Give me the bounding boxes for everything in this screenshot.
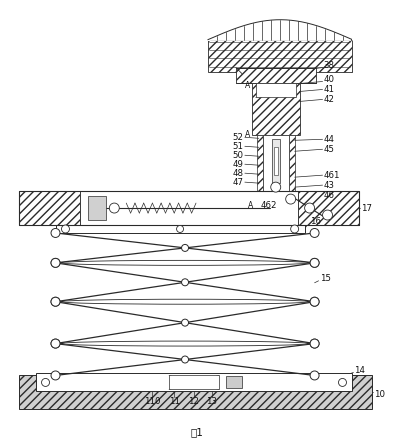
Bar bbox=[252, 84, 300, 135]
Text: 50: 50 bbox=[233, 151, 244, 160]
Text: 11: 11 bbox=[169, 397, 180, 406]
Text: 46: 46 bbox=[324, 190, 335, 200]
Bar bbox=[257, 135, 263, 197]
Circle shape bbox=[51, 339, 60, 348]
Circle shape bbox=[51, 228, 60, 238]
Ellipse shape bbox=[60, 260, 310, 265]
Bar bbox=[298, 191, 359, 225]
Text: 42: 42 bbox=[324, 95, 335, 104]
Text: 462: 462 bbox=[261, 201, 277, 210]
Circle shape bbox=[182, 244, 188, 251]
Bar bbox=[272, 139, 280, 183]
Ellipse shape bbox=[60, 299, 310, 304]
Text: 52: 52 bbox=[233, 133, 244, 142]
Circle shape bbox=[41, 378, 49, 386]
Circle shape bbox=[291, 225, 299, 233]
Text: 13: 13 bbox=[207, 397, 218, 406]
Bar bbox=[263, 135, 289, 197]
Text: 38: 38 bbox=[324, 61, 335, 70]
Circle shape bbox=[51, 259, 60, 267]
Text: A: A bbox=[248, 201, 253, 210]
Bar bbox=[274, 147, 278, 175]
Circle shape bbox=[62, 225, 70, 233]
Bar bbox=[56, 225, 305, 233]
Text: 15: 15 bbox=[320, 274, 331, 283]
Bar bbox=[236, 68, 316, 84]
Circle shape bbox=[286, 194, 295, 204]
Circle shape bbox=[310, 297, 319, 306]
Circle shape bbox=[182, 356, 188, 363]
Text: 17: 17 bbox=[361, 203, 372, 213]
Circle shape bbox=[51, 297, 60, 306]
Circle shape bbox=[271, 182, 281, 192]
Bar bbox=[19, 376, 372, 409]
Text: A: A bbox=[245, 81, 250, 90]
Circle shape bbox=[310, 259, 319, 267]
Text: 43: 43 bbox=[324, 181, 335, 190]
Text: 10: 10 bbox=[374, 390, 386, 399]
Text: 48: 48 bbox=[233, 169, 244, 178]
Circle shape bbox=[51, 339, 60, 348]
Circle shape bbox=[305, 203, 314, 213]
Text: 44: 44 bbox=[324, 135, 335, 144]
Bar bbox=[289, 135, 295, 197]
Text: 14: 14 bbox=[354, 366, 365, 375]
Circle shape bbox=[51, 371, 60, 380]
Circle shape bbox=[182, 279, 188, 286]
Bar bbox=[88, 196, 106, 220]
Text: 47: 47 bbox=[233, 178, 244, 186]
Circle shape bbox=[177, 226, 184, 232]
Circle shape bbox=[310, 259, 319, 267]
Bar bbox=[208, 40, 352, 72]
Bar bbox=[19, 191, 359, 225]
Text: 16: 16 bbox=[310, 217, 321, 226]
Text: 461: 461 bbox=[324, 171, 340, 180]
Text: 45: 45 bbox=[324, 145, 335, 154]
Text: 49: 49 bbox=[233, 160, 244, 169]
Text: 12: 12 bbox=[188, 397, 199, 406]
Text: 51: 51 bbox=[233, 142, 244, 151]
Circle shape bbox=[310, 339, 319, 348]
Text: 40: 40 bbox=[324, 75, 335, 84]
Text: 41: 41 bbox=[324, 85, 335, 94]
Circle shape bbox=[310, 297, 319, 306]
Bar bbox=[81, 191, 298, 225]
Text: 110: 110 bbox=[144, 397, 160, 406]
Bar bbox=[36, 373, 352, 392]
Circle shape bbox=[339, 378, 346, 386]
Circle shape bbox=[310, 339, 319, 348]
Bar bbox=[19, 191, 81, 225]
Circle shape bbox=[182, 319, 188, 326]
Circle shape bbox=[310, 228, 319, 238]
Circle shape bbox=[109, 203, 119, 213]
Text: 图1: 图1 bbox=[190, 427, 203, 437]
Text: A: A bbox=[245, 130, 250, 139]
Bar bbox=[256, 84, 295, 97]
Ellipse shape bbox=[60, 341, 310, 346]
Bar bbox=[169, 376, 219, 389]
Circle shape bbox=[51, 297, 60, 306]
Circle shape bbox=[310, 371, 319, 380]
Circle shape bbox=[323, 210, 333, 220]
Circle shape bbox=[51, 259, 60, 267]
Bar bbox=[226, 376, 242, 388]
